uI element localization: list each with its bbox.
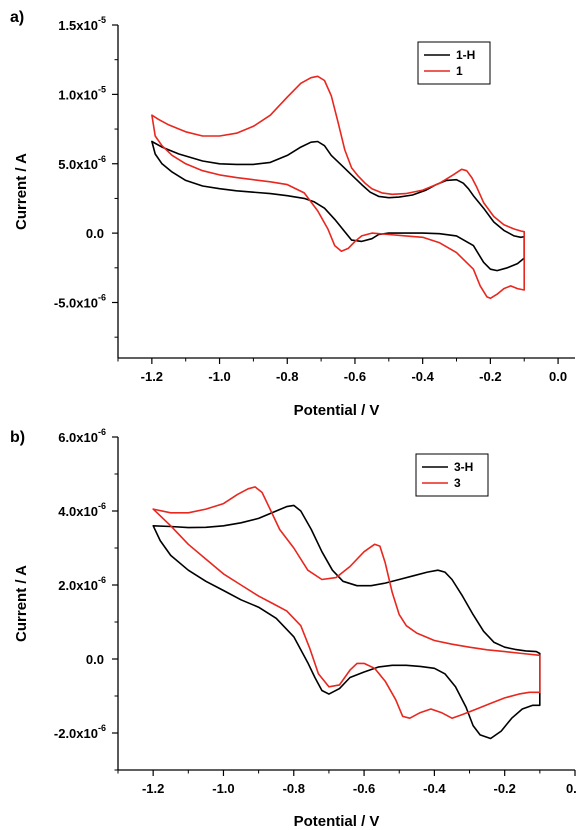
x-tick-label: -0.8: [283, 781, 305, 796]
panel-b: b) -1.2 -1.0 -0.8 -0.6 -0.4 -0.2 0.0 6.0x10-6 4.0…: [10, 427, 577, 830]
y-tick-label: 6.0x10-6: [58, 427, 106, 445]
y-tick-exponent: -6: [98, 501, 106, 511]
legend: 1-H1: [417, 41, 491, 85]
y-tick-exponent: -6: [98, 427, 106, 437]
legend-entry: 3-H: [454, 460, 473, 474]
x-tick-label: -0.6: [353, 781, 375, 796]
y-tick-label: -2.0x10-6: [54, 723, 106, 741]
x-tick-label: -1.2: [142, 781, 164, 796]
x-tick-label: -0.8: [276, 369, 298, 384]
panel-label: b): [10, 429, 25, 446]
legend-entry: 1: [456, 64, 463, 78]
legend-box: [415, 453, 489, 497]
x-tick-label: 0.0: [566, 781, 577, 796]
x-tick-label: -1.0: [212, 781, 234, 796]
x-axis-title: Potential / V: [294, 402, 380, 419]
series-line-3-H: [152, 504, 541, 740]
y-tick-label: 2.0x10-6: [58, 575, 106, 593]
x-tick-label: -1.0: [208, 369, 230, 384]
y-tick-exponent: -6: [98, 154, 106, 164]
x-tick-label: -0.4: [423, 781, 446, 796]
y-tick-exponent: -5: [98, 15, 106, 25]
x-tick-label: -1.2: [141, 369, 163, 384]
y-axis-title: Current / A: [13, 153, 30, 230]
y-tick-label: 5.0x10-6: [58, 154, 106, 172]
y-tick-exponent: -5: [98, 84, 106, 94]
y-tick-label: 1.0x10-5: [58, 84, 106, 102]
x-tick-label: -0.2: [493, 781, 515, 796]
y-tick-exponent: -6: [98, 575, 106, 585]
y-tick-label: -5.0x10-6: [54, 293, 106, 311]
y-axis-title: Current / A: [13, 565, 30, 642]
legend: 3-H3: [415, 453, 489, 497]
x-tick-label: -0.2: [479, 369, 501, 384]
y-tick-label: 0.0: [86, 226, 104, 241]
x-tick-label: -0.6: [344, 369, 366, 384]
legend-entry: 3: [454, 476, 461, 490]
y-tick-exponent: -6: [98, 293, 106, 303]
series-line-3: [152, 486, 541, 720]
y-tick-label: 0.0: [86, 652, 104, 667]
panel-a: a) -1.2 -1.0 -0.8 -0.6 -0.4 -0.2 0.0 1.5x10-5 1.0…: [10, 9, 575, 419]
series-line-1: [151, 75, 526, 300]
series-line-1-H: [151, 140, 526, 272]
y-tick-label: 1.5x10-5: [58, 15, 106, 33]
x-tick-label: 0.0: [549, 369, 567, 384]
y-tick-label: 4.0x10-6: [58, 501, 106, 519]
legend-box: [417, 41, 491, 85]
legend-entry: 1-H: [456, 48, 475, 62]
x-tick-label: -0.4: [411, 369, 434, 384]
x-axis-title: Potential / V: [294, 813, 380, 830]
y-tick-exponent: -6: [98, 723, 106, 733]
panel-label: a): [10, 9, 24, 26]
